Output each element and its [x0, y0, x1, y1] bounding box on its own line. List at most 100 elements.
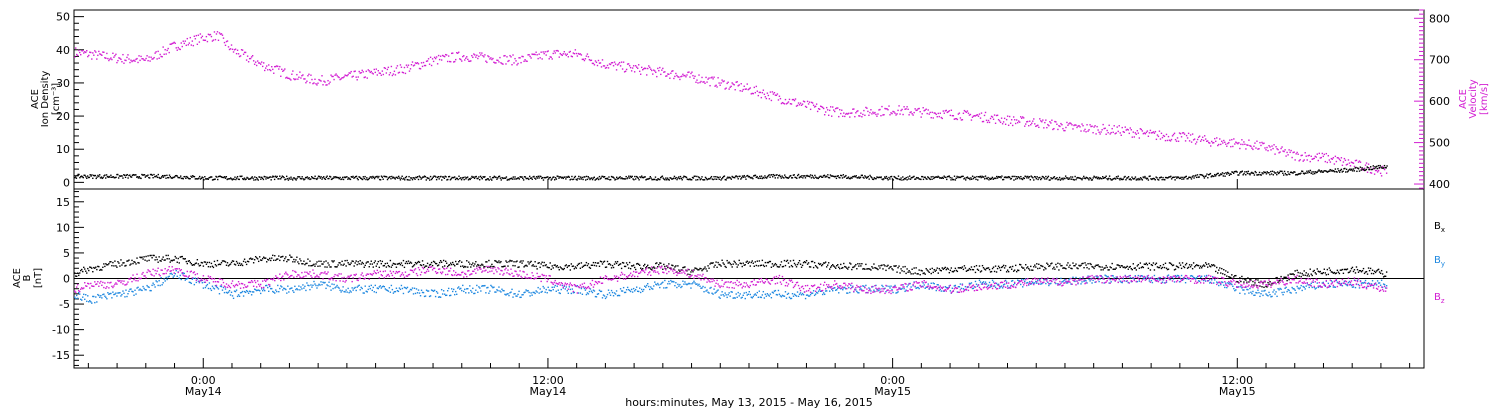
- density-series-point: [1352, 168, 1355, 170]
- density-series-point: [503, 177, 506, 179]
- bx-series-point: [527, 261, 529, 263]
- density-series-point: [335, 176, 338, 179]
- velocity-series-point: [1263, 142, 1265, 144]
- density-series-point: [993, 177, 995, 180]
- bx-series-point: [962, 268, 965, 271]
- bx-series-point: [92, 270, 94, 273]
- density-series-point: [1289, 173, 1291, 176]
- density-series-point: [1058, 178, 1060, 181]
- velocity-series-point: [80, 54, 82, 56]
- density-series-point: [652, 178, 654, 181]
- density-series-point: [1294, 171, 1296, 173]
- bx-series-point: [946, 267, 949, 269]
- by-series-point: [375, 291, 377, 294]
- density-series-point: [801, 174, 803, 177]
- bx-series-point: [1363, 272, 1366, 275]
- bx-series-point: [1278, 280, 1280, 282]
- density-series-point: [530, 177, 533, 179]
- velocity-series-point: [1277, 148, 1279, 151]
- density-series-point: [136, 176, 138, 178]
- by-series-point: [84, 298, 86, 301]
- density-series-point: [315, 177, 317, 180]
- bx-series-point: [733, 260, 735, 262]
- velocity-series-point: [681, 75, 683, 77]
- velocity-series-point: [1300, 154, 1302, 157]
- by-series-point: [362, 292, 364, 294]
- velocity-series-point: [467, 58, 469, 61]
- density-series-point: [1008, 176, 1011, 179]
- density-series-point: [1214, 175, 1217, 177]
- bx-series-point: [268, 259, 270, 261]
- bx-series-point: [932, 271, 934, 274]
- by-series-point: [460, 287, 462, 290]
- by-series-point: [174, 272, 176, 275]
- bx-series-point: [95, 266, 97, 268]
- bx-series-point: [283, 259, 285, 262]
- bx-series-point: [1100, 269, 1102, 271]
- density-series-point: [137, 177, 140, 179]
- density-series-point: [152, 176, 154, 179]
- density-series-point: [814, 174, 816, 177]
- velocity-series-point: [1202, 139, 1205, 142]
- velocity-series-point: [227, 46, 230, 48]
- density-series-point: [212, 178, 215, 181]
- velocity-series-point: [459, 58, 461, 60]
- by-series-point: [422, 291, 425, 294]
- velocity-series-point: [1283, 150, 1285, 153]
- density-series-point: [687, 178, 689, 181]
- by-series-point: [565, 286, 568, 288]
- velocity-series-point: [126, 56, 128, 59]
- velocity-series-point: [287, 77, 289, 79]
- velocity-series-point: [1111, 127, 1113, 130]
- field-tick-label: 5: [63, 247, 70, 260]
- velocity-series-point: [1089, 124, 1091, 126]
- bx-series-point: [291, 256, 293, 258]
- velocity-series-point: [997, 118, 1000, 121]
- bx-series-point: [339, 262, 341, 264]
- bx-series-point: [230, 261, 233, 264]
- by-series-point: [110, 292, 112, 295]
- density-series-point: [1284, 172, 1287, 175]
- bx-series-point: [1312, 270, 1314, 273]
- density-series-point: [902, 178, 905, 181]
- density-series-point: [1232, 171, 1234, 174]
- density-series-point: [542, 179, 545, 181]
- velocity-series-point: [1239, 147, 1241, 150]
- velocity-series-point: [559, 52, 561, 55]
- by-series-point: [651, 287, 653, 290]
- density-series-point: [379, 178, 381, 181]
- bx-series-point: [1150, 264, 1153, 266]
- by-series-point: [484, 284, 486, 287]
- density-series-point: [1089, 177, 1091, 179]
- density-series-point: [169, 175, 172, 178]
- density-series-point: [1231, 171, 1233, 173]
- density-series-point: [518, 178, 521, 180]
- density-series-point: [778, 174, 781, 176]
- bx-series-point: [239, 264, 242, 266]
- density-series-point: [1301, 170, 1304, 173]
- density-series-point: [1046, 176, 1049, 179]
- velocity-series-point: [1077, 125, 1079, 127]
- velocity-series-point: [1039, 118, 1041, 120]
- bx-series-point: [676, 271, 678, 273]
- velocity-series-point: [293, 78, 295, 80]
- velocity-series-point: [468, 60, 470, 62]
- bx-series-point: [888, 267, 890, 270]
- density-series-point: [86, 175, 89, 177]
- density-series-point: [127, 177, 129, 179]
- density-series-point: [470, 177, 472, 179]
- density-series-point: [1042, 176, 1044, 178]
- by-series-point: [332, 287, 334, 290]
- density-series-point: [399, 179, 402, 181]
- by-series-point: [551, 286, 553, 289]
- bx-series-point: [113, 265, 115, 267]
- by-series-point: [641, 288, 643, 291]
- velocity-series-point: [732, 83, 734, 85]
- density-series-point: [521, 176, 523, 178]
- bx-series-point: [519, 261, 521, 263]
- velocity-series-point: [1258, 148, 1260, 150]
- velocity-series-point: [105, 57, 107, 59]
- bx-series-point: [102, 266, 104, 269]
- velocity-series-point: [974, 115, 977, 117]
- velocity-series-point: [756, 90, 759, 92]
